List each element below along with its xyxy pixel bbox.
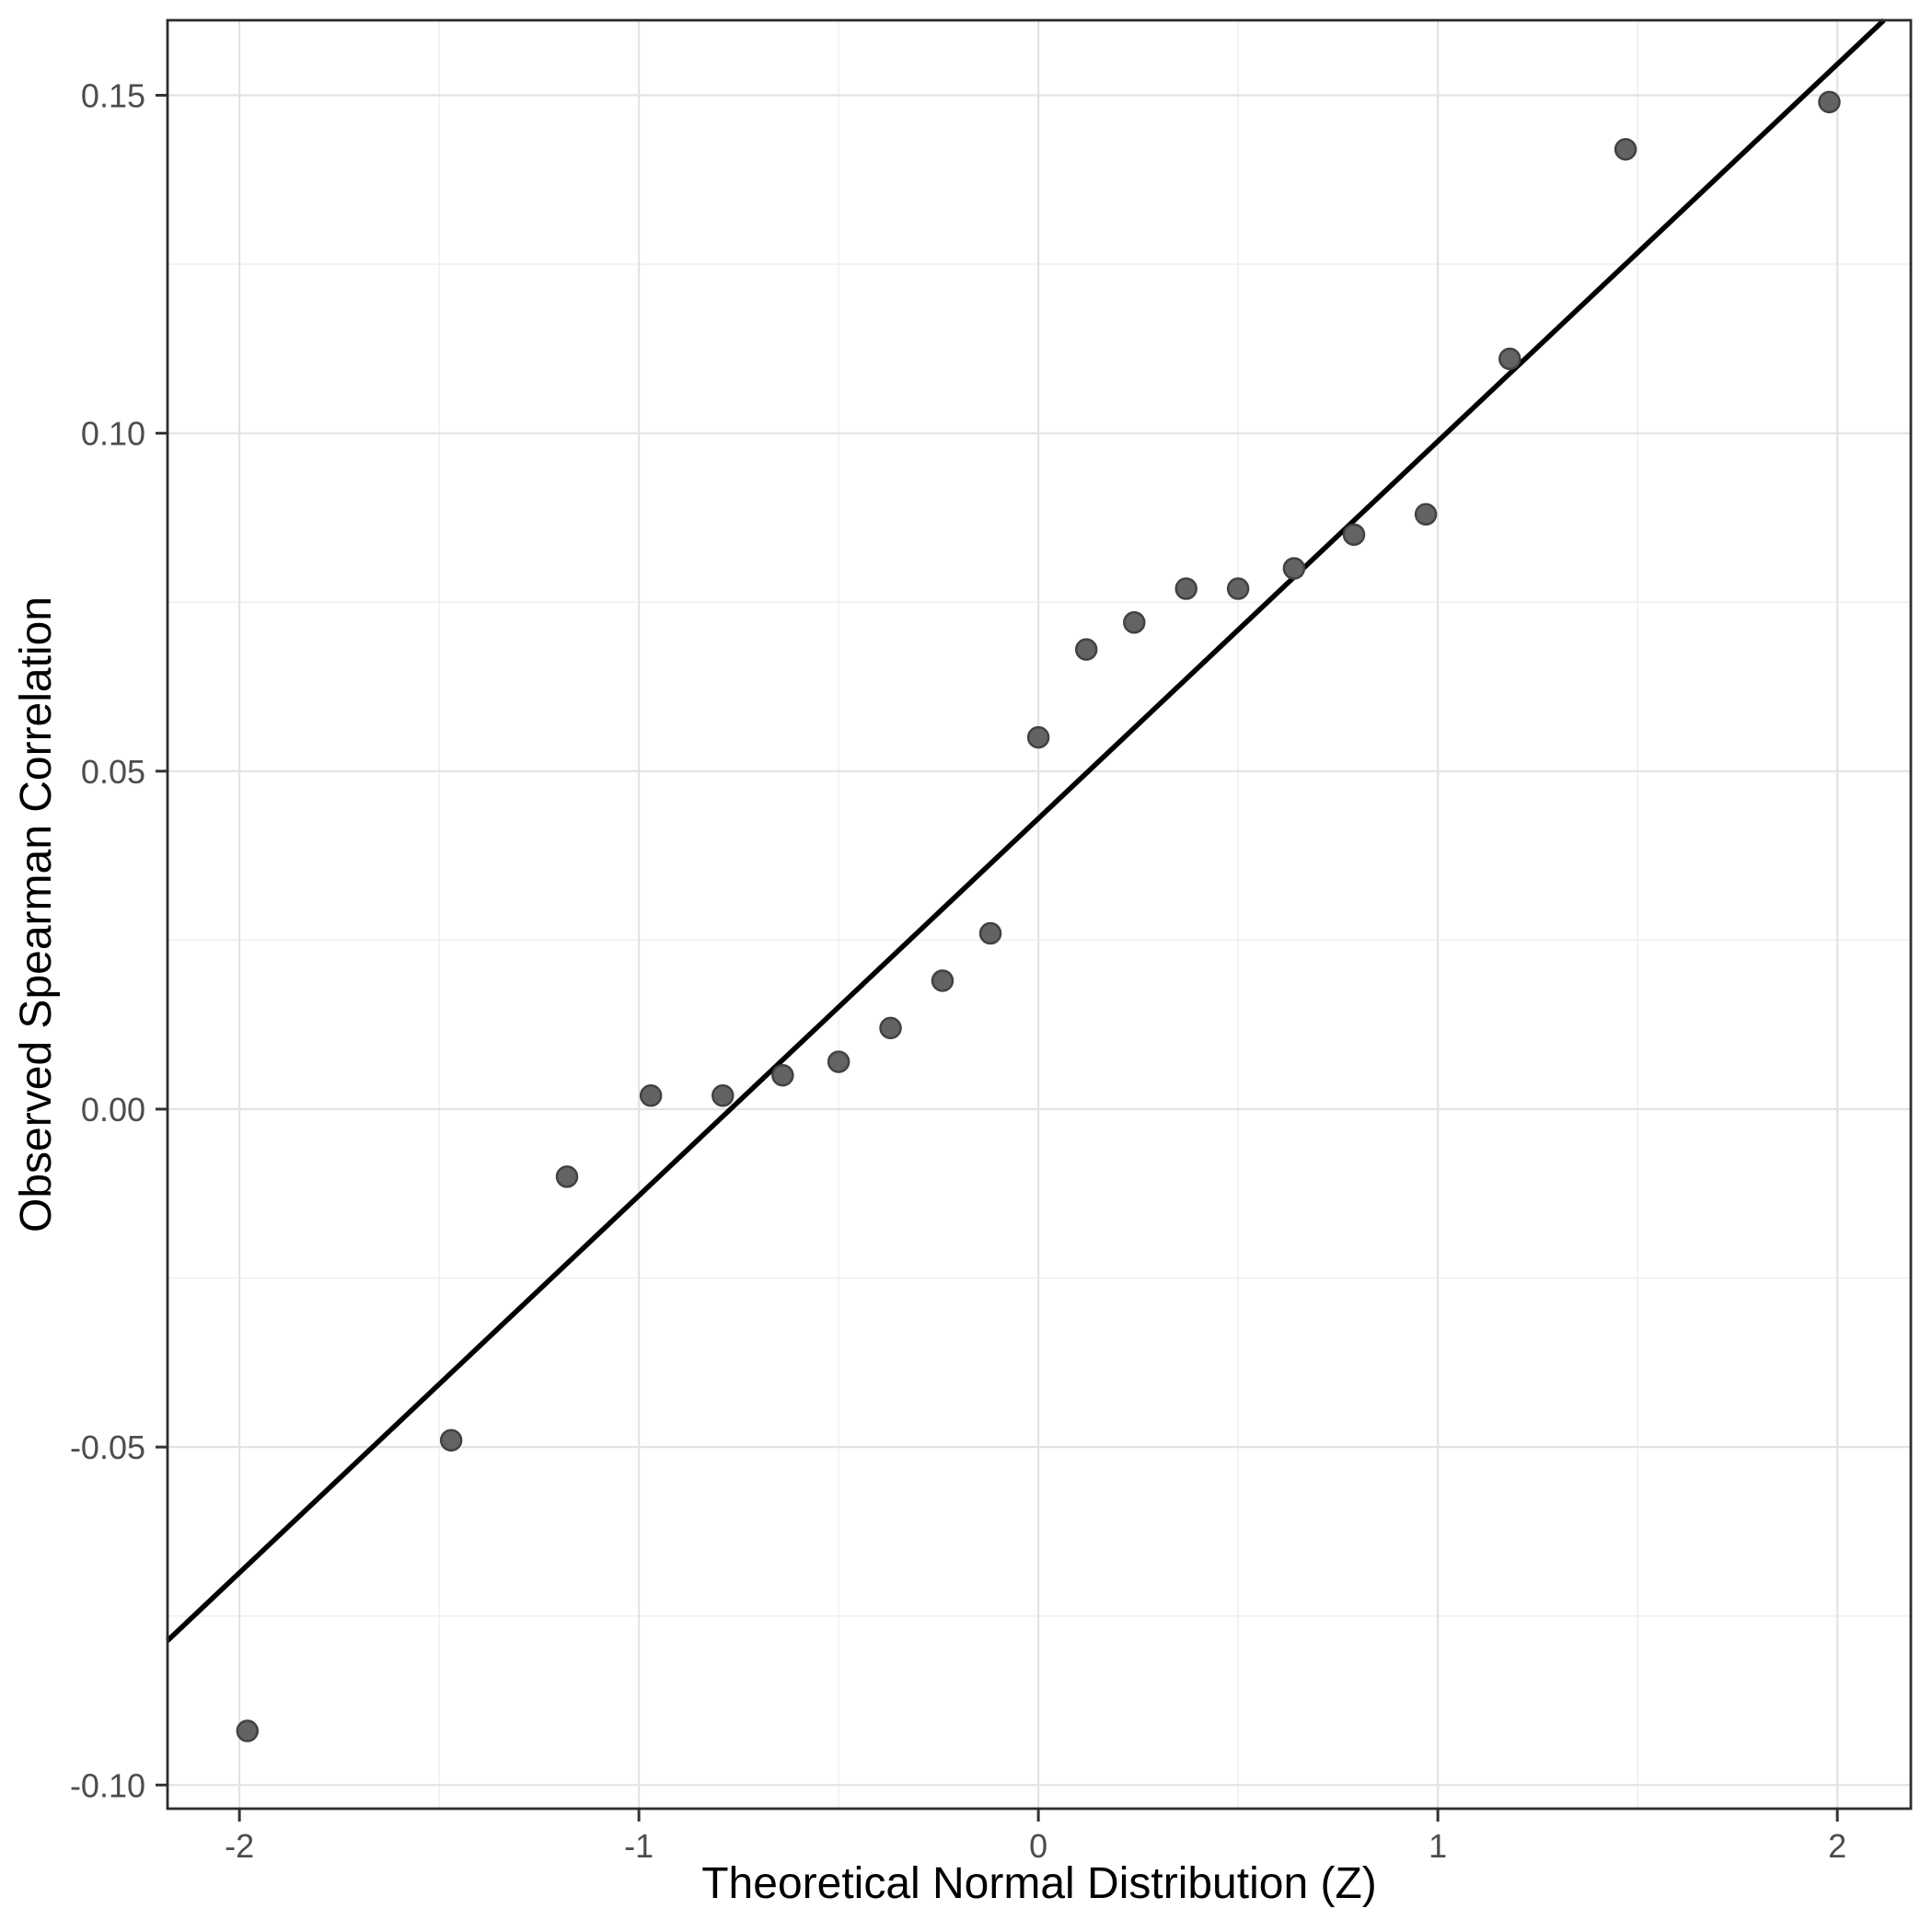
data-points-layer <box>236 90 1841 1742</box>
data-point <box>1123 611 1146 634</box>
axis-ticks-layer <box>156 94 1839 1822</box>
data-point <box>1614 138 1637 161</box>
y-tick-label: 0.00 <box>81 1091 145 1128</box>
x-axis-title: Theoretical Normal Distribution (Z) <box>701 1859 1377 1908</box>
y-tick-label: 0.15 <box>81 77 145 115</box>
x-tick-label: -2 <box>225 1827 254 1865</box>
data-point <box>931 969 954 992</box>
data-point <box>771 1064 794 1087</box>
data-point <box>1226 577 1250 600</box>
data-point <box>1414 503 1438 526</box>
data-point <box>639 1084 663 1107</box>
y-tick-label: 0.10 <box>81 415 145 453</box>
data-point <box>439 1429 463 1452</box>
grid-major-layer <box>168 20 1911 1809</box>
data-point <box>978 921 1002 945</box>
data-point <box>236 1719 260 1742</box>
data-point <box>827 1050 850 1073</box>
qq-line-layer <box>166 18 1886 1643</box>
y-tick-label: -0.10 <box>70 1766 145 1804</box>
data-point <box>711 1084 735 1107</box>
y-tick-label: 0.05 <box>81 753 145 791</box>
data-point <box>1026 725 1050 749</box>
data-point <box>555 1165 579 1188</box>
data-point <box>1498 347 1521 371</box>
x-tick-label: -1 <box>624 1827 654 1865</box>
x-tick-label: 1 <box>1429 1827 1447 1865</box>
x-tick-label: 0 <box>1029 1827 1047 1865</box>
data-point <box>1174 577 1197 600</box>
data-point <box>1342 523 1366 547</box>
qq-reference-line <box>166 18 1886 1643</box>
y-tick-label: -0.05 <box>70 1429 145 1466</box>
x-tick-label: 2 <box>1828 1827 1846 1865</box>
data-point <box>1282 557 1306 580</box>
panel-border <box>166 18 1913 1811</box>
tick-labels-layer: -2 -1 0 1 2 0.15 0.10 0.05 0.00 -0.05 -0.10 <box>70 77 1846 1865</box>
data-point <box>879 1016 902 1040</box>
y-axis-title: Observed Spearman Correlation <box>12 596 61 1232</box>
data-point <box>1074 638 1098 661</box>
data-point <box>1818 90 1841 114</box>
